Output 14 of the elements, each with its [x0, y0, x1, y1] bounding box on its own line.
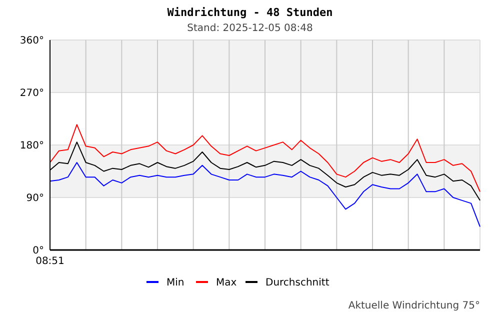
- line-series: [50, 124, 480, 192]
- y-tick-label: 180°: [20, 140, 44, 152]
- chart-subtitle: Stand: 2025-12-05 08:48: [187, 23, 313, 34]
- x-tick-label: 08:51: [36, 256, 64, 267]
- chart-title: Windrichtung - 48 Stunden: [167, 6, 333, 19]
- legend-label: Min: [166, 278, 184, 288]
- y-tick-label: 360°: [20, 36, 44, 46]
- y-tick-label: 0°: [32, 246, 44, 256]
- legend-label: Max: [216, 278, 237, 288]
- legend-label: Durchschnitt: [266, 278, 330, 288]
- y-tick-label: 270°: [20, 88, 44, 99]
- text: Aktuelle Windrichtung 75°: [348, 300, 480, 312]
- y-tick-label: 90°: [26, 193, 44, 204]
- line-series: [50, 162, 480, 228]
